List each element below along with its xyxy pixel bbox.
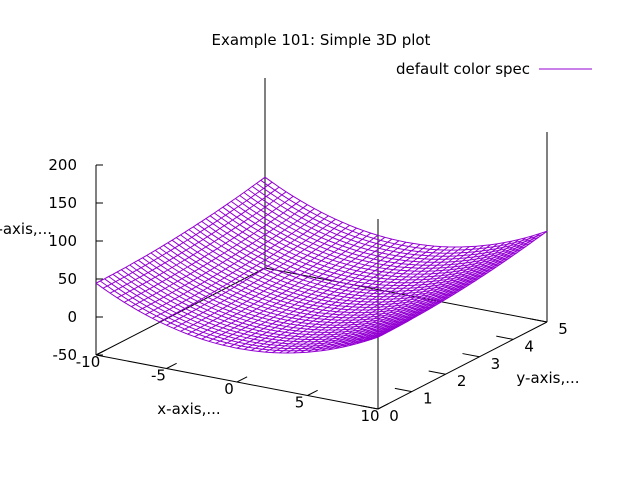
mesh-line-y	[307, 245, 477, 353]
mesh-line-y	[342, 240, 513, 348]
mesh-line-y	[208, 234, 379, 342]
mesh-line-y	[109, 186, 280, 294]
mesh-line-y	[356, 237, 527, 345]
x-tick	[166, 362, 177, 369]
y-tick	[462, 353, 480, 358]
y-tick-label: 2	[457, 372, 467, 390]
y-tick-label: 4	[524, 337, 534, 355]
mesh-line-y	[349, 239, 520, 346]
mesh-line-y	[229, 240, 400, 348]
y-tick	[496, 335, 514, 340]
axes	[95, 78, 548, 410]
mesh-line-y	[293, 246, 463, 354]
mesh-line-y	[335, 242, 505, 349]
z-tick-label: 100	[48, 232, 77, 250]
mesh-line-y	[363, 235, 534, 343]
mesh-line-y	[236, 241, 407, 349]
mesh-line-y	[215, 236, 386, 344]
mesh-line-y	[286, 246, 456, 354]
x-tick-label: -5	[151, 367, 166, 385]
mesh-line-y	[166, 218, 336, 326]
mesh-line-y	[116, 191, 287, 299]
mesh-line-y	[300, 246, 470, 354]
mesh-line-y	[194, 230, 364, 338]
z-tick-label: -50	[53, 346, 78, 364]
mesh-line-y	[159, 215, 329, 323]
mesh-line-y	[250, 244, 421, 351]
mesh-line-y	[180, 224, 350, 332]
mesh-line-y	[95, 176, 266, 284]
z-tick-label: 150	[48, 194, 77, 212]
mesh-line-y	[272, 246, 442, 354]
x-tick	[307, 389, 318, 396]
mesh-line-y	[257, 244, 428, 352]
base-left-edge	[95, 267, 266, 356]
mesh-line-y	[321, 244, 491, 352]
mesh-line-y	[152, 211, 322, 319]
mesh-line-y	[201, 232, 372, 340]
z-tick-label: 50	[58, 270, 77, 288]
mesh-line-y	[243, 242, 414, 350]
mesh-line-x	[256, 182, 539, 254]
mesh-line-y	[328, 243, 498, 351]
z-tick-label: 200	[48, 156, 77, 174]
x-tick-label: 0	[224, 380, 234, 398]
x-tick-label: 5	[295, 394, 305, 412]
y-tick	[428, 370, 446, 375]
y-axis-label: y-axis,...	[516, 369, 579, 387]
mesh-line-y	[370, 233, 541, 340]
z-axis-label: z-axis,...	[0, 220, 52, 238]
mesh-line-x	[230, 200, 514, 272]
mesh-line-y	[222, 238, 393, 346]
mesh-line-y	[145, 208, 315, 316]
mesh-line-y	[173, 221, 343, 329]
mesh-line-y	[131, 200, 301, 308]
y-axis-line	[377, 321, 548, 410]
mesh-line-y	[123, 195, 294, 303]
x-tick-label: -10	[76, 353, 101, 371]
legend-label: default color spec	[396, 60, 530, 78]
y-tick	[529, 318, 548, 323]
x-tick	[236, 376, 248, 383]
x-tick	[95, 349, 107, 356]
x-tick-label: 10	[360, 407, 379, 425]
y-tick	[360, 405, 379, 410]
chart-title: Example 101: Simple 3D plot	[212, 31, 431, 49]
y-tick	[394, 387, 412, 393]
mesh-line-y	[264, 245, 435, 353]
mesh-line-x	[226, 203, 510, 275]
x-tick	[377, 403, 389, 410]
surface-mesh	[95, 176, 548, 354]
mesh-line-y	[138, 204, 308, 312]
mesh-line-y	[279, 246, 449, 354]
z-tick-label: 0	[67, 308, 77, 326]
mesh-line-y	[102, 181, 273, 289]
mesh-line-y	[187, 227, 357, 335]
y-tick-label: 1	[423, 390, 433, 408]
y-tick-label: 0	[389, 407, 399, 425]
y-tick-label: 3	[491, 355, 501, 373]
mesh-line-y	[377, 230, 548, 338]
y-tick-label: 5	[558, 320, 568, 338]
x-axis-label: x-axis,...	[157, 400, 220, 418]
mesh-line-y	[314, 245, 484, 352]
